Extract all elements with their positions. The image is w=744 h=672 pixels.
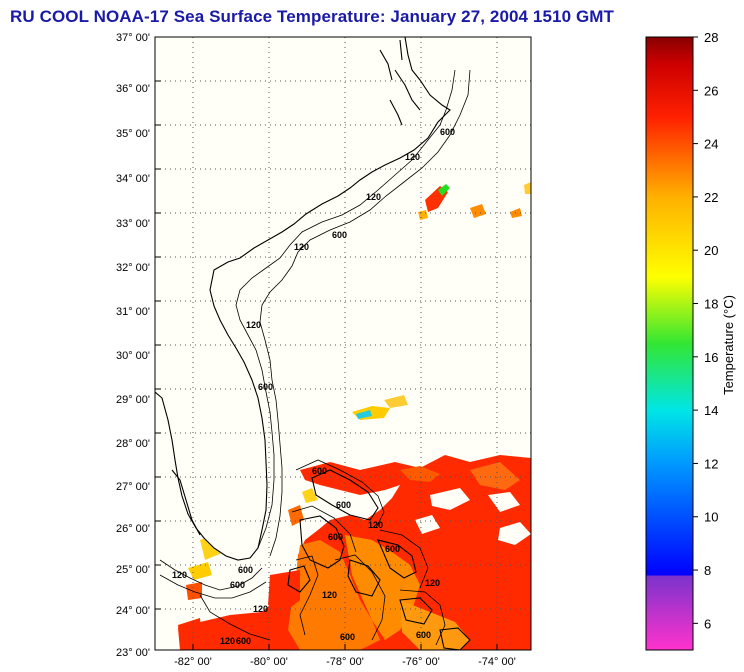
- colorbar-tick-label: 22: [704, 190, 718, 205]
- lat-label: 36° 00': [116, 83, 150, 95]
- coastline: [155, 37, 471, 650]
- chart-title: RU COOL NOAA-17 Sea Surface Temperature:…: [10, 7, 615, 26]
- isobath-label: 600: [385, 544, 400, 554]
- lat-label: 23° 00': [116, 647, 150, 659]
- isobath-label: 600: [336, 500, 351, 510]
- lat-label: 31° 00': [116, 306, 150, 318]
- isobath-labels: 600 120 120 600 120 600 120 600 600 120 …: [172, 127, 455, 646]
- lat-label: 37° 00': [116, 32, 150, 44]
- isobath-label: 120: [246, 320, 261, 330]
- isobath-label: 600: [340, 632, 355, 642]
- sst-patch-north-5: [524, 182, 531, 194]
- lat-label: 33° 00': [116, 218, 150, 230]
- cloud-gap-1: [430, 488, 470, 510]
- lon-label: -76° 00': [402, 656, 440, 668]
- colorbar-tick-label: 20: [704, 243, 718, 258]
- sst-patch-orange-d: [400, 466, 440, 482]
- isobath-label: 120: [405, 152, 420, 162]
- cloud-gap-3: [415, 515, 440, 534]
- cloud-gap-2: [488, 492, 520, 512]
- cloud-gap-4: [498, 522, 531, 545]
- colorbar-ticks: 28 26 24 22 20 18 16 14 12 10 8 6: [693, 30, 718, 631]
- colorbar-tick-label: 18: [704, 297, 718, 312]
- sst-patch-orange-a: [288, 540, 380, 650]
- sst-data-layer: [178, 182, 531, 650]
- isobath-label: 600: [328, 532, 343, 542]
- colorbar-tick-label: 14: [704, 403, 718, 418]
- sst-patch-west-1: [178, 618, 202, 642]
- lon-label: -82° 00': [174, 656, 212, 668]
- sst-patch-north-3: [470, 204, 486, 218]
- grid-lines: [155, 37, 531, 650]
- lat-label: 30° 00': [116, 350, 150, 362]
- colorbar-label: Temperature (°C): [721, 295, 736, 395]
- isobath-label: 600: [236, 636, 251, 646]
- florida-land: [155, 37, 430, 568]
- colorbar-tick-label: 16: [704, 350, 718, 365]
- lat-label: 26° 00': [116, 523, 150, 535]
- sst-patch-keys: [268, 570, 300, 612]
- sst-patch-north-2: [438, 184, 450, 196]
- isobath-label: 120: [294, 242, 309, 252]
- isobath-label: 120: [425, 578, 440, 588]
- colorbar-tick-label: 12: [704, 456, 718, 471]
- isobath-label: 600: [416, 630, 431, 640]
- colorbar-tick-label: 8: [704, 563, 711, 578]
- lat-label: 24° 00': [116, 605, 150, 617]
- sst-patch-west-2: [186, 582, 202, 600]
- colorbar-tick-label: 28: [704, 30, 718, 45]
- sst-patch-mid-2: [356, 410, 372, 419]
- sst-patch-yellow-2: [188, 562, 212, 580]
- isobath-label: 120: [220, 636, 235, 646]
- isobath-label: 600: [332, 230, 347, 240]
- isobath-label: 120: [366, 192, 381, 202]
- lat-label: 28° 00': [116, 438, 150, 450]
- sst-patch-yellow-3: [302, 488, 318, 503]
- lat-label: 29° 00': [116, 394, 150, 406]
- lat-label: 35° 00': [116, 128, 150, 140]
- isobath-label: 120: [368, 520, 383, 530]
- isobath-label: 120: [172, 570, 187, 580]
- sst-patch-orange-c: [400, 600, 470, 650]
- land-layer: [155, 37, 430, 568]
- longitude-labels: -82° 00' -80° 00' -78° 00' -76° 00' -74°…: [174, 656, 516, 668]
- colorbar: [645, 36, 694, 651]
- lon-label: -78° 00': [326, 656, 364, 668]
- isobath-label: 120: [322, 590, 337, 600]
- latitude-labels: 37° 00' 36° 00' 35° 00' 34° 00' 33° 00' …: [116, 32, 150, 659]
- lon-label: -74° 00': [478, 656, 516, 668]
- isobath-label: 600: [312, 466, 327, 476]
- lat-label: 25° 00': [116, 564, 150, 576]
- sst-patch-orange-e: [470, 462, 520, 490]
- lon-label: -80° 00': [250, 656, 288, 668]
- map-frame: [154, 36, 532, 651]
- lat-label: 34° 00': [116, 173, 150, 185]
- isobath-label: 600: [238, 565, 253, 575]
- colorbar-tick-label: 24: [704, 137, 718, 152]
- sst-patch-mid-3: [384, 395, 408, 408]
- colorbar-tick-label: 26: [704, 83, 718, 98]
- isobath-label: 120: [253, 604, 268, 614]
- isobath-label: 600: [258, 382, 273, 392]
- colorbar-tick-label: 6: [704, 616, 711, 631]
- lat-label: 32° 00': [116, 262, 150, 274]
- lat-label: 27° 00': [116, 481, 150, 493]
- axis-ticks: [155, 36, 498, 650]
- colorbar-tick-label: 10: [704, 510, 718, 525]
- isobath-label: 600: [230, 580, 245, 590]
- isobath-label: 600: [440, 127, 455, 137]
- isobaths: [159, 69, 471, 646]
